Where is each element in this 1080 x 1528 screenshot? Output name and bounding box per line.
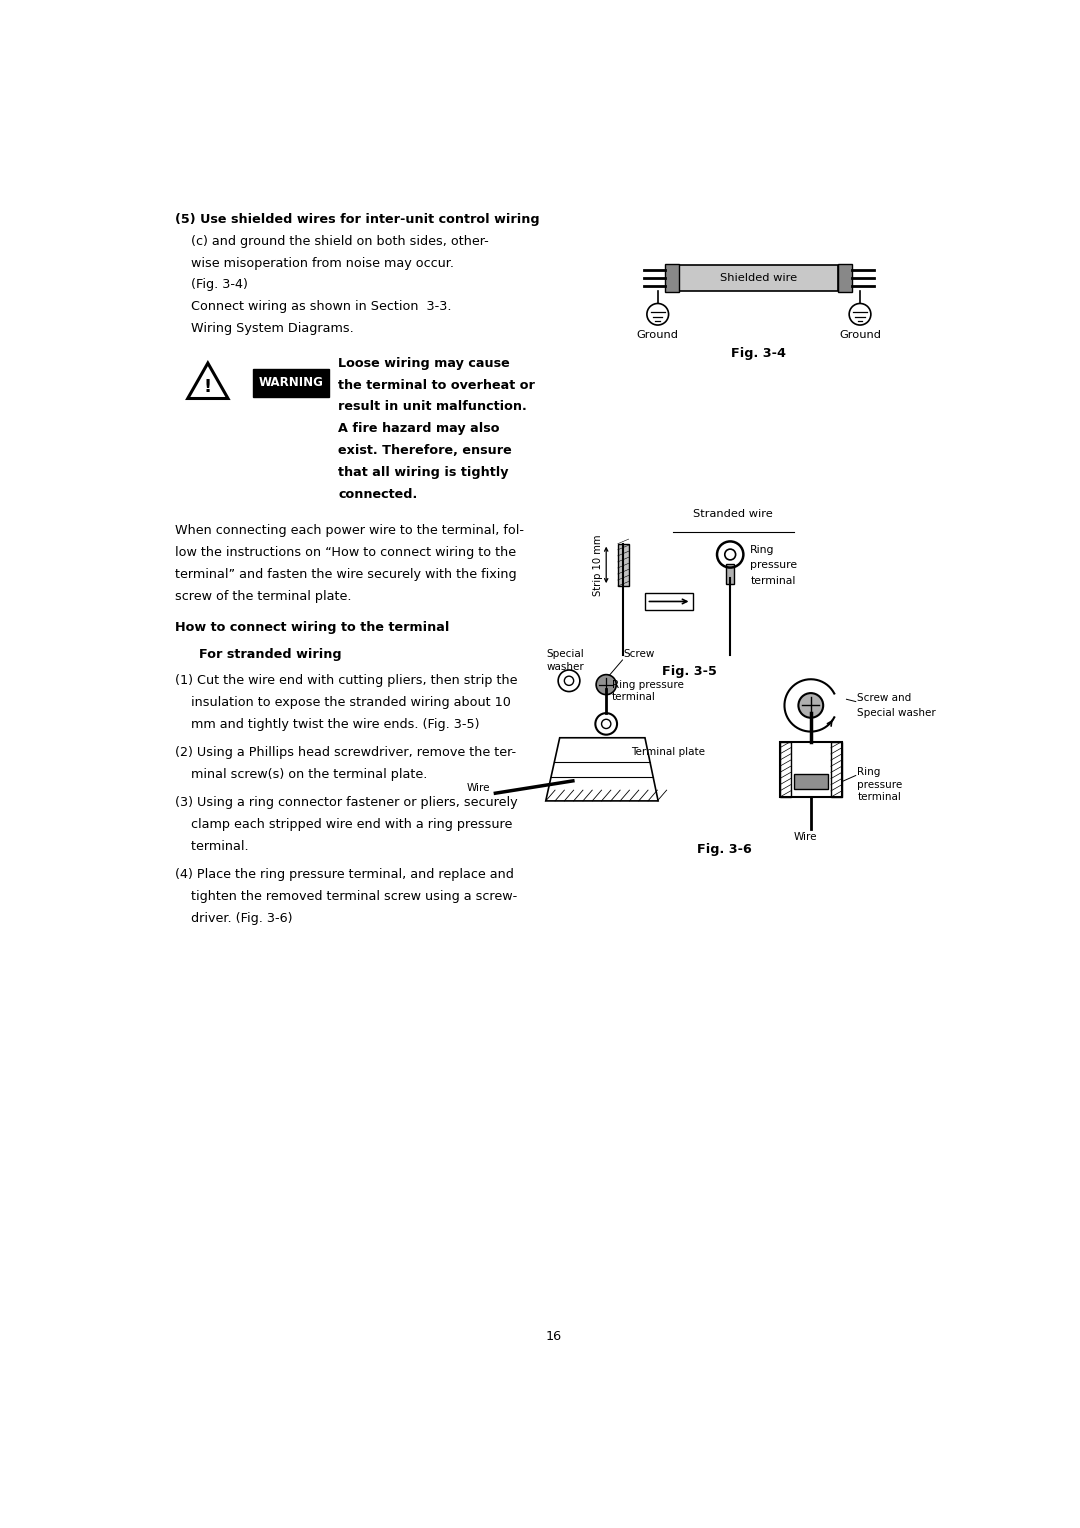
Text: (5) Use shielded wires for inter-unit control wiring: (5) Use shielded wires for inter-unit co…: [175, 212, 540, 226]
Text: Fig. 3-4: Fig. 3-4: [731, 347, 786, 361]
Text: Special washer: Special washer: [858, 707, 936, 718]
Text: mm and tightly twist the wire ends. (Fig. 3-5): mm and tightly twist the wire ends. (Fig…: [175, 718, 480, 730]
Text: How to connect wiring to the terminal: How to connect wiring to the terminal: [175, 620, 449, 634]
FancyBboxPatch shape: [679, 264, 838, 292]
Text: (4) Place the ring pressure terminal, and replace and: (4) Place the ring pressure terminal, an…: [175, 868, 514, 882]
FancyBboxPatch shape: [794, 775, 828, 790]
Text: pressure: pressure: [858, 779, 903, 790]
Text: A fire hazard may also: A fire hazard may also: [338, 422, 500, 435]
Text: terminal” and fasten the wire securely with the fixing: terminal” and fasten the wire securely w…: [175, 568, 517, 581]
Text: (Fig. 3-4): (Fig. 3-4): [175, 278, 248, 292]
FancyBboxPatch shape: [253, 368, 328, 397]
Circle shape: [596, 675, 617, 695]
Text: that all wiring is tightly: that all wiring is tightly: [338, 466, 509, 480]
Text: clamp each stripped wire end with a ring pressure: clamp each stripped wire end with a ring…: [175, 817, 513, 831]
Text: Connect wiring as shown in Section  3-3.: Connect wiring as shown in Section 3-3.: [175, 301, 451, 313]
Text: When connecting each power wire to the terminal, fol-: When connecting each power wire to the t…: [175, 524, 524, 536]
Text: !: !: [204, 379, 212, 396]
Text: terminal: terminal: [611, 692, 656, 703]
Text: result in unit malfunction.: result in unit malfunction.: [338, 400, 527, 414]
Text: the terminal to overheat or: the terminal to overheat or: [338, 379, 535, 391]
Text: minal screw(s) on the terminal plate.: minal screw(s) on the terminal plate.: [175, 769, 428, 781]
Text: terminal: terminal: [858, 792, 901, 802]
FancyBboxPatch shape: [665, 264, 679, 292]
Text: Fig. 3-5: Fig. 3-5: [662, 665, 716, 677]
Text: 16: 16: [545, 1331, 562, 1343]
Text: terminal.: terminal.: [175, 840, 248, 853]
Text: driver. (Fig. 3-6): driver. (Fig. 3-6): [175, 912, 293, 924]
Text: Wiring System Diagrams.: Wiring System Diagrams.: [175, 322, 354, 335]
Text: (2) Using a Phillips head screwdriver, remove the ter-: (2) Using a Phillips head screwdriver, r…: [175, 746, 516, 759]
Text: Loose wiring may cause: Loose wiring may cause: [338, 356, 510, 370]
Text: screw of the terminal plate.: screw of the terminal plate.: [175, 590, 352, 604]
Text: Screw: Screw: [623, 649, 654, 659]
Text: Screw and: Screw and: [858, 692, 912, 703]
Text: low the instructions on “How to connect wiring to the: low the instructions on “How to connect …: [175, 545, 516, 559]
Text: Ring: Ring: [858, 767, 880, 778]
FancyBboxPatch shape: [727, 564, 734, 584]
Text: terminal: terminal: [751, 576, 796, 585]
Text: exist. Therefore, ensure: exist. Therefore, ensure: [338, 445, 512, 457]
Text: Wire: Wire: [467, 782, 490, 793]
Text: connected.: connected.: [338, 489, 417, 501]
Text: Ring: Ring: [751, 545, 774, 555]
Text: Fig. 3-6: Fig. 3-6: [697, 843, 752, 856]
Text: Special: Special: [546, 649, 584, 659]
Text: Strip 10 mm: Strip 10 mm: [593, 535, 604, 596]
Text: For stranded wiring: For stranded wiring: [199, 648, 341, 660]
Text: Shielded wire: Shielded wire: [720, 274, 797, 283]
Text: wise misoperation from noise may occur.: wise misoperation from noise may occur.: [175, 257, 455, 269]
FancyBboxPatch shape: [838, 264, 852, 292]
Text: washer: washer: [546, 662, 584, 671]
Text: tighten the removed terminal screw using a screw-: tighten the removed terminal screw using…: [175, 891, 517, 903]
Text: (3) Using a ring connector fastener or pliers, securely: (3) Using a ring connector fastener or p…: [175, 796, 518, 810]
Text: Ring pressure: Ring pressure: [611, 680, 684, 691]
Text: Terminal plate: Terminal plate: [631, 747, 705, 756]
Text: Wire: Wire: [794, 833, 818, 842]
Circle shape: [798, 694, 823, 718]
FancyBboxPatch shape: [780, 741, 841, 798]
FancyBboxPatch shape: [618, 544, 629, 587]
Text: Stranded wire: Stranded wire: [693, 509, 773, 520]
Text: (1) Cut the wire end with cutting pliers, then strip the: (1) Cut the wire end with cutting pliers…: [175, 674, 517, 688]
Text: Ground: Ground: [839, 330, 881, 339]
Text: WARNING: WARNING: [258, 376, 323, 390]
FancyBboxPatch shape: [645, 593, 693, 610]
Text: Ground: Ground: [637, 330, 678, 339]
Text: (c) and ground the shield on both sides, other-: (c) and ground the shield on both sides,…: [175, 235, 489, 248]
Text: insulation to expose the stranded wiring about 10: insulation to expose the stranded wiring…: [175, 697, 511, 709]
Text: pressure: pressure: [751, 561, 797, 570]
